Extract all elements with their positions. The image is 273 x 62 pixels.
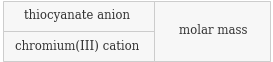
Text: thiocyanate anion: thiocyanate anion — [24, 9, 130, 22]
Bar — [154, 1, 270, 61]
Text: chromium(III) cation: chromium(III) cation — [15, 40, 139, 53]
Bar — [3, 1, 154, 31]
Text: molar mass: molar mass — [179, 24, 248, 38]
Bar — [3, 31, 154, 61]
